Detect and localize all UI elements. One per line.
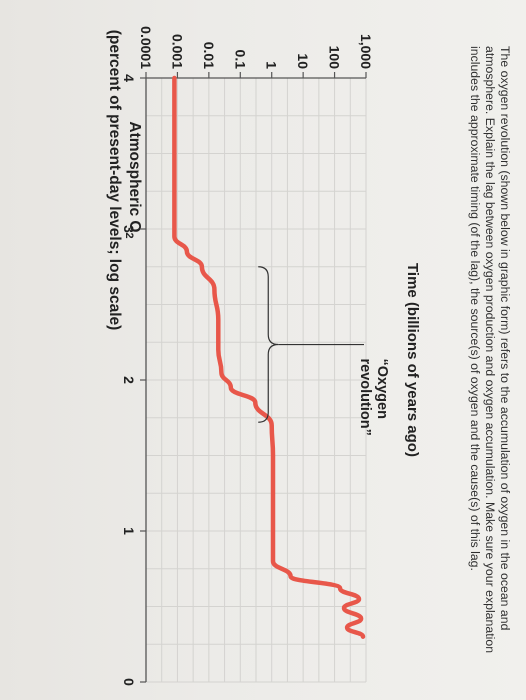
x-tick-label: 2 [121,376,137,384]
y-tick-label: 1,000 [358,34,374,69]
y-tick-label: 0.0001 [138,26,154,69]
y-tick-label: 10 [295,53,311,69]
o2-series-line [172,75,366,639]
y-tick-label: 100 [327,46,343,70]
y-tick-label: 1 [264,61,280,69]
x-tick-label: 4 [121,74,137,82]
annotation-brace [258,266,279,423]
chart-title: Atmospheric O2 [123,121,143,238]
chart-subtitle: (percent of present-day levels; log scal… [106,30,123,331]
x-tick-label: 3 [121,225,137,233]
y-tick-label: 0.1 [232,50,248,70]
annotation-line: revolution” [357,359,373,436]
x-axis-label: Time (billions of years ago) [404,263,421,457]
x-tick-label: 0 [121,678,137,686]
annotation-line: “Oxygen [374,359,390,419]
x-tick-label: 1 [121,527,137,535]
y-tick-label: 0.001 [169,34,185,69]
annotation-label: “Oxygenrevolution” [357,359,390,436]
y-tick-label: 0.01 [201,42,217,69]
